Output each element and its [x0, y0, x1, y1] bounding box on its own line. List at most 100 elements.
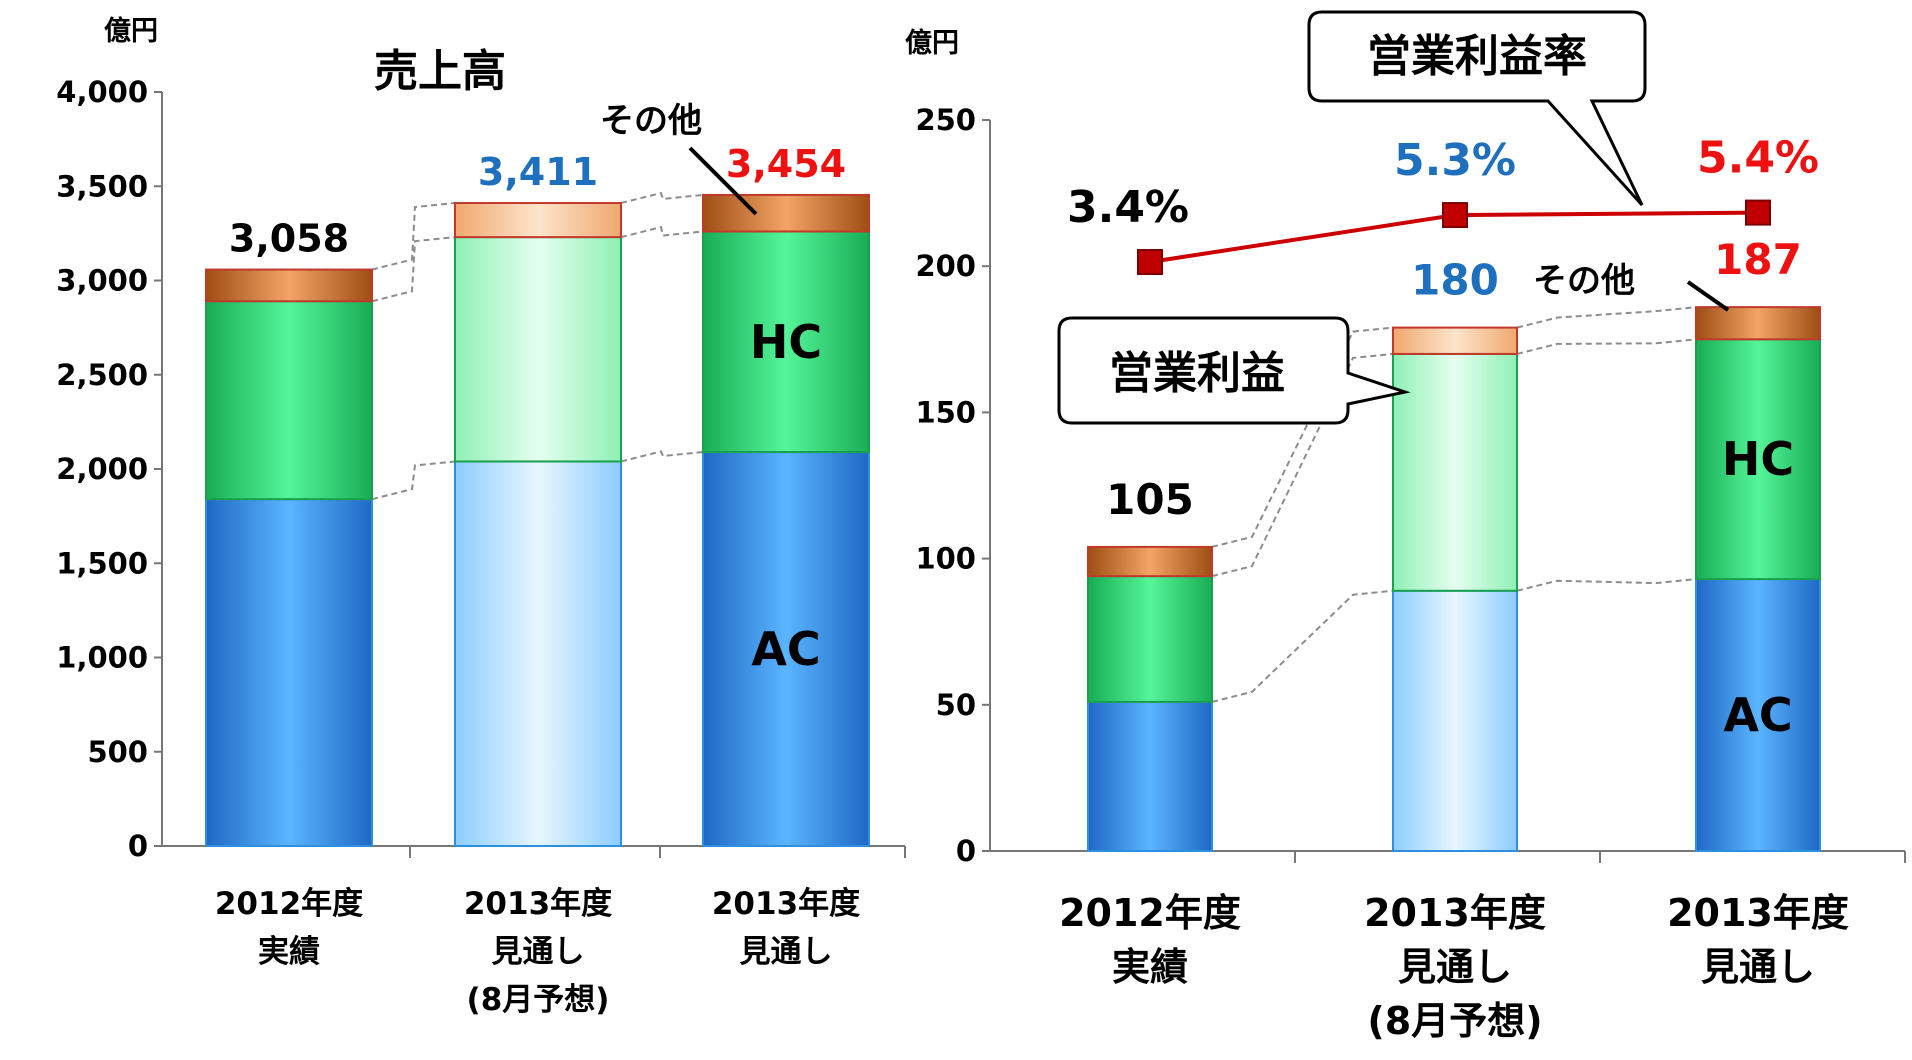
profit-y-tick-label: 150 — [915, 395, 976, 429]
sales-connector-line — [620, 191, 704, 204]
sales-other-label: その他 — [600, 101, 702, 141]
sales-category-label: 2013年度 — [712, 886, 860, 922]
sales-hc-segment-label: HC — [750, 315, 822, 369]
sales-y-tick-label: 3,000 — [56, 264, 148, 298]
sales-y-tick-label: 2,000 — [56, 452, 148, 486]
profit-other-label: その他 — [1533, 261, 1635, 301]
sales-chart-title: 売上高 — [374, 46, 506, 97]
sales-category-label: 2013年度 — [464, 886, 612, 922]
sales-y-tick-label: 500 — [87, 735, 148, 769]
profit-callout-label: 営業利益 — [1109, 348, 1285, 399]
profit-callout-box — [1057, 316, 1411, 425]
sales-connector-line — [620, 450, 704, 463]
profit-category-label: 2013年度 — [1364, 891, 1546, 935]
margin-line-marker — [1137, 249, 1163, 275]
profit-bar-other — [1695, 306, 1821, 341]
sales-category-label: 見通し — [492, 934, 585, 970]
profit-chart: 億円 0 50 100 150 200 250 3.4% 5.3% 5.4% 105 180 18… — [905, 10, 1906, 1043]
profit-bar-ac — [1087, 700, 1213, 852]
sales-connector-line — [371, 460, 456, 501]
sales-y-tick-label: 2,500 — [56, 358, 148, 392]
sales-other-pointer — [688, 146, 758, 216]
sales-unit-label: 億円 — [104, 16, 158, 47]
profit-unit-label: 億円 — [905, 28, 959, 59]
profit-category-label: 見通し — [1701, 945, 1815, 989]
margin-line-marker — [1745, 199, 1771, 226]
sales-y-tick-label: 4,000 — [56, 75, 148, 109]
profit-other-pointer — [1686, 280, 1730, 312]
sales-other-annotation: その他 — [600, 101, 758, 216]
sales-y-tick-label: 1,000 — [56, 641, 148, 675]
profit-bar-ac — [1695, 578, 1821, 852]
sales-y-tick-label: 1,500 — [56, 546, 148, 580]
sales-category-label: (8月予想) — [467, 982, 610, 1018]
profit-ac-segment-label: AC — [1723, 688, 1792, 742]
sales-connector-line — [620, 225, 704, 239]
sales-y-tick-label: 3,500 — [56, 169, 148, 203]
profit-category-label: (8月予想) — [1367, 999, 1542, 1043]
profit-category-label: 2012年度 — [1059, 891, 1241, 935]
margin-line-marker — [1442, 202, 1468, 229]
sales-bar-hc — [702, 230, 870, 454]
sales-category-label: 見通し — [740, 934, 833, 970]
margin-value-label: 3.4% — [1067, 182, 1189, 233]
profit-connector-line — [1516, 306, 1697, 329]
margin-callout-label: 営業利益率 — [1367, 31, 1587, 82]
profit-total-label: 180 — [1411, 256, 1499, 305]
margin-line-series: 3.4% 5.3% 5.4% — [1067, 133, 1819, 275]
sales-total-label: 3,411 — [478, 150, 598, 194]
profit-y-tick-label: 0 — [956, 834, 976, 868]
profit-bar-other — [1392, 326, 1518, 355]
sales-y-axis: 0 500 1,000 1,500 2,000 2,500 3,000 3,500 4,000 — [56, 75, 906, 863]
profit-y-tick-label: 50 — [936, 688, 976, 722]
profit-bar-hc — [1087, 575, 1213, 703]
sales-bar-hc — [454, 236, 622, 463]
profit-connector-line — [1516, 338, 1697, 355]
sales-y-tick-label: 0 — [128, 829, 148, 863]
profit-total-label: 105 — [1106, 475, 1194, 524]
margin-callout-box — [1307, 10, 1647, 207]
sales-bars — [205, 193, 870, 847]
profit-connector-line — [1516, 578, 1697, 592]
profit-y-tick-label: 250 — [915, 103, 976, 137]
profit-bar-other — [1087, 545, 1213, 578]
margin-callout: 営業利益率 — [1307, 10, 1647, 207]
sales-connector-line — [371, 202, 456, 271]
sales-connector-line — [371, 236, 456, 303]
sales-connector-lines — [371, 191, 704, 501]
sales-bar-ac — [454, 460, 622, 847]
profit-bar-ac — [1392, 589, 1518, 852]
sales-total-label: 3,454 — [726, 142, 846, 186]
profit-connector-lines — [1211, 306, 1697, 703]
sales-bar-ac — [702, 451, 870, 847]
profit-category-label: 実績 — [1112, 945, 1188, 989]
sales-bar-other — [205, 268, 373, 303]
profit-category-label: 見通し — [1398, 945, 1512, 989]
profit-bar-hc — [1392, 352, 1518, 592]
profit-bar-hc — [1695, 338, 1821, 581]
profit-bars — [1087, 306, 1821, 852]
sales-value-labels: 3,058 3,411 3,454 AC HC — [229, 142, 846, 676]
profit-hc-segment-label: HC — [1722, 432, 1794, 486]
profit-callout: 営業利益 — [1057, 316, 1411, 425]
profit-y-tick-label: 100 — [915, 542, 976, 576]
sales-total-label: 3,058 — [229, 217, 349, 261]
profit-connector-line — [1211, 589, 1394, 703]
sales-category-label: 2012年度 — [215, 886, 363, 922]
sales-bar-other — [702, 193, 870, 233]
profit-total-label: 187 — [1714, 235, 1802, 284]
margin-value-label: 5.4% — [1697, 133, 1819, 184]
sales-category-label: 実績 — [258, 934, 320, 970]
sales-bar-other — [454, 202, 622, 239]
profit-connector-line — [1211, 326, 1394, 548]
sales-bar-hc — [205, 300, 373, 501]
sales-chart: 億円 売上高 0 500 1,000 1,500 2,000 2,500 3,000 3,50… — [56, 16, 906, 1018]
profit-y-tick-label: 200 — [915, 249, 976, 283]
profit-value-labels: 105 180 187 AC HC — [1106, 235, 1802, 742]
profit-other-annotation: その他 — [1533, 261, 1730, 312]
margin-value-label: 5.3% — [1394, 135, 1516, 186]
profit-connector-line — [1211, 352, 1394, 578]
